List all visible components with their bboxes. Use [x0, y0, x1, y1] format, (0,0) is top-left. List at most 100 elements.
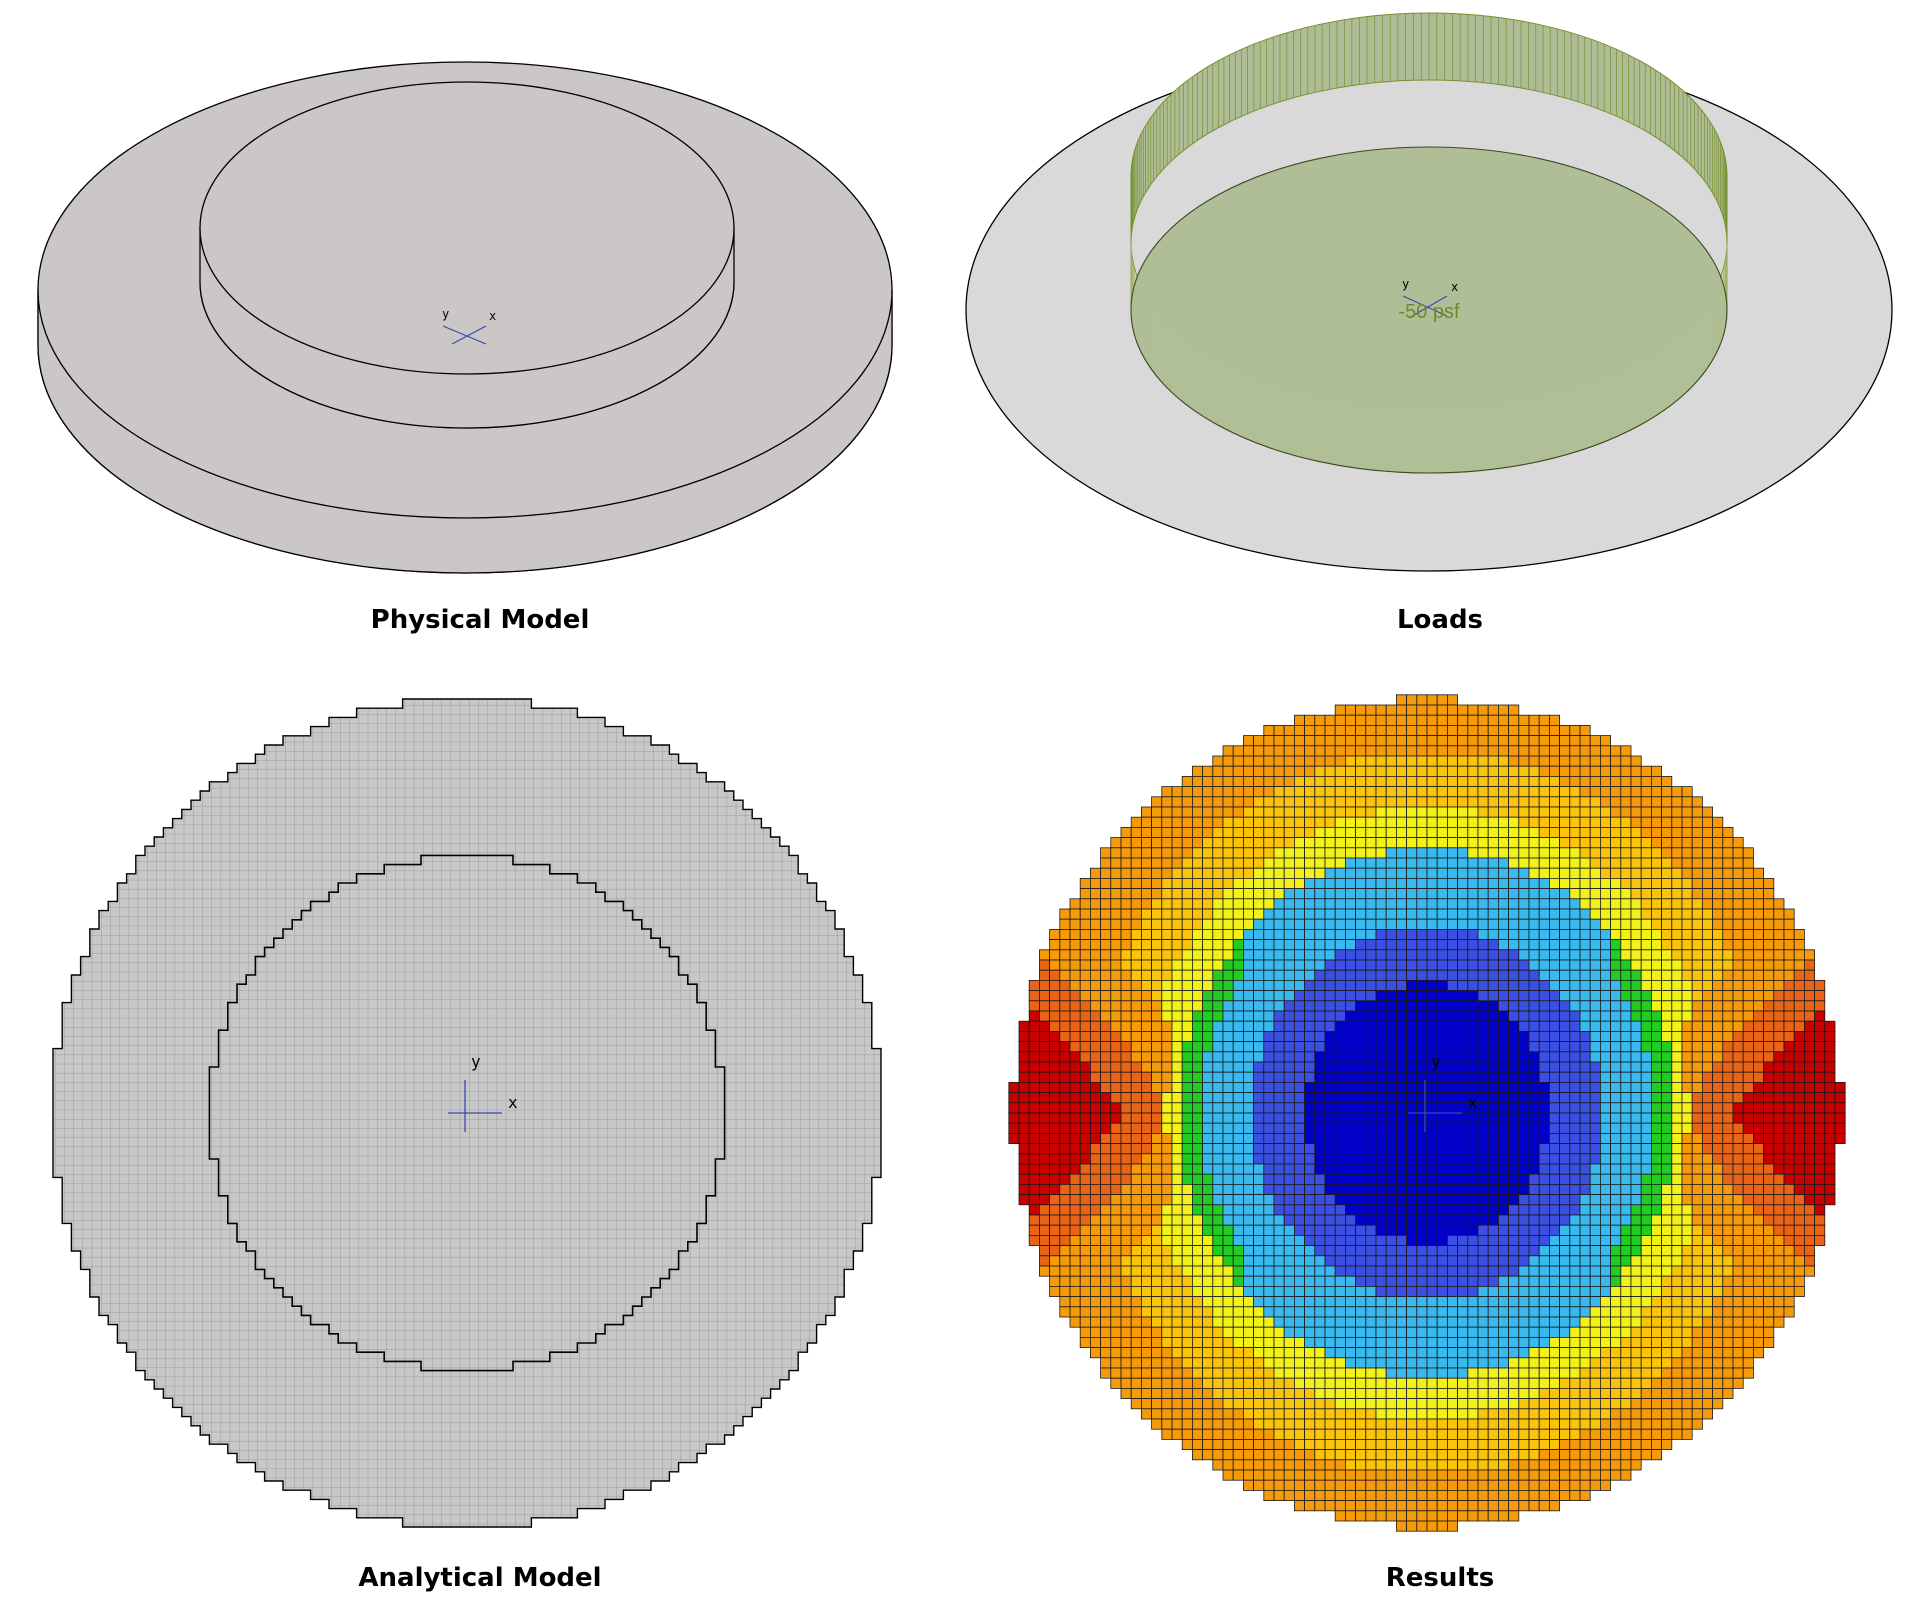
contour-cell	[1385, 1102, 1397, 1114]
contour-cell	[1324, 765, 1336, 777]
contour-cell	[1253, 1163, 1265, 1175]
contour-cell	[1569, 735, 1581, 747]
contour-cell	[1120, 1316, 1132, 1328]
contour-cell	[1538, 1296, 1550, 1308]
contour-cell	[1069, 1102, 1081, 1114]
contour-cell	[1763, 959, 1775, 971]
contour-cell	[1171, 1030, 1183, 1042]
contour-cell	[1191, 1030, 1203, 1042]
contour-cell	[1202, 1143, 1214, 1155]
contour-cell	[1753, 1245, 1765, 1257]
contour-cell	[1293, 1326, 1305, 1338]
contour-cell	[1610, 1122, 1622, 1134]
contour-cell	[1569, 816, 1581, 828]
contour-cell	[1457, 908, 1469, 920]
contour-cell	[1538, 796, 1550, 808]
contour-cell	[1671, 1041, 1683, 1053]
contour-cell	[1589, 1173, 1601, 1185]
contour-cell	[1620, 1275, 1632, 1287]
contour-cell	[1385, 1051, 1397, 1063]
contour-cell	[1171, 1265, 1183, 1277]
contour-cell	[1365, 1235, 1377, 1247]
contour-cell	[1416, 1388, 1428, 1400]
contour-cell	[1508, 908, 1520, 920]
contour-cell	[1110, 1081, 1122, 1093]
contour-cell	[1487, 1102, 1499, 1114]
contour-cell	[1538, 776, 1550, 788]
contour-cell	[1712, 1286, 1724, 1298]
contour-cell	[1610, 1296, 1622, 1308]
contour-cell	[1365, 1010, 1377, 1022]
contour-cell	[1589, 918, 1601, 930]
contour-cell	[1355, 796, 1367, 808]
contour-cell	[1059, 1102, 1071, 1114]
contour-cell	[1375, 725, 1387, 737]
contour-cell	[1630, 1143, 1642, 1155]
contour-cell	[1171, 1367, 1183, 1379]
contour-cell	[1446, 735, 1458, 747]
contour-cell	[1824, 1030, 1836, 1042]
contour-cell	[1161, 1214, 1173, 1226]
contour-cell	[1263, 826, 1275, 838]
contour-cell	[1691, 826, 1703, 838]
contour-cell	[1620, 928, 1632, 940]
contour-cell	[1549, 1102, 1561, 1114]
contour-cell	[1651, 939, 1663, 951]
contour-cell	[1579, 1194, 1591, 1206]
contour-cell	[1171, 1388, 1183, 1400]
contour-cell	[1538, 1275, 1550, 1287]
contour-cell	[1212, 1132, 1224, 1144]
contour-cell	[1783, 969, 1795, 981]
contour-cell	[1457, 755, 1469, 767]
contour-cell	[1089, 867, 1101, 879]
contour-cell	[1600, 1010, 1612, 1022]
contour-cell	[1191, 928, 1203, 940]
contour-cell	[1702, 1173, 1714, 1185]
contour-cell	[1385, 949, 1397, 961]
contour-cell	[1538, 714, 1550, 726]
contour-cell	[1212, 1071, 1224, 1083]
contour-cell	[1436, 1347, 1448, 1359]
contour-cell	[1049, 1255, 1061, 1267]
contour-cell	[1355, 826, 1367, 838]
contour-cell	[1355, 776, 1367, 788]
contour-cell	[1253, 796, 1265, 808]
contour-cell	[1171, 867, 1183, 879]
contour-cell	[1314, 1122, 1326, 1134]
contour-cell	[1498, 1337, 1510, 1349]
contour-cell	[1355, 1398, 1367, 1410]
contour-cell	[1120, 1337, 1132, 1349]
contour-cell	[1283, 1296, 1295, 1308]
contour-cell	[1600, 1153, 1612, 1165]
contour-cell	[1691, 1275, 1703, 1287]
contour-cell	[1232, 1000, 1244, 1012]
contour-cell	[1518, 1030, 1530, 1042]
contour-cell	[1110, 1204, 1122, 1216]
contour-cell	[1314, 1347, 1326, 1359]
contour-cell	[1681, 1173, 1693, 1185]
contour-cell	[1406, 745, 1418, 757]
contour-cell	[1191, 1194, 1203, 1206]
contour-cell	[1549, 1265, 1561, 1277]
contour-cell	[1355, 1194, 1367, 1206]
contour-cell	[1253, 776, 1265, 788]
contour-cell	[1283, 1377, 1295, 1389]
contour-cell	[1498, 826, 1510, 838]
contour-cell	[1324, 949, 1336, 961]
contour-cell	[1059, 1061, 1071, 1073]
contour-cell	[1059, 1204, 1071, 1216]
contour-cell	[1426, 806, 1438, 818]
contour-cell	[1732, 1204, 1744, 1216]
contour-cell	[1232, 1102, 1244, 1114]
contour-cell	[1732, 979, 1744, 991]
contour-cell	[1549, 765, 1561, 777]
contour-cell	[1467, 776, 1479, 788]
contour-cell	[1630, 1000, 1642, 1012]
contour-cell	[1487, 939, 1499, 951]
contour-cell	[1161, 1010, 1173, 1022]
contour-cell	[1712, 847, 1724, 859]
contour-cell	[1538, 837, 1550, 849]
contour-cell	[1100, 1337, 1112, 1349]
contour-cell	[1640, 1092, 1652, 1104]
contour-cell	[1661, 1041, 1673, 1053]
